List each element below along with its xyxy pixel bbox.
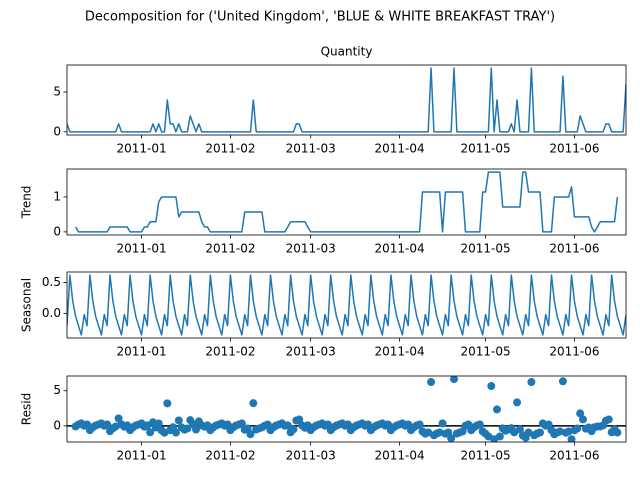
resid-point (475, 420, 484, 429)
resid-point (573, 424, 582, 433)
x-tick-label: 2011-05 (460, 242, 510, 256)
y-tick-label: 0.5 (42, 275, 61, 289)
resid-point (567, 435, 576, 442)
x-tick-label: 2011-06 (549, 242, 599, 256)
x-tick-label: 2011-04 (374, 242, 424, 256)
x-tick-label: 2011-06 (549, 142, 599, 156)
x-tick-label: 2011-05 (460, 142, 510, 156)
y-tick-label: 5 (53, 383, 61, 397)
series-line (67, 274, 626, 336)
resid-point (447, 434, 456, 442)
figure-title: Decomposition for ('United Kingdom', 'BL… (85, 10, 555, 25)
resid-point (246, 430, 255, 439)
resid-point (487, 382, 496, 391)
x-tick-label: 2011-01 (116, 345, 166, 359)
x-tick-label: 2011-02 (205, 345, 255, 359)
resid-point (192, 425, 200, 434)
x-tick-label: 2011-04 (374, 345, 424, 359)
resid-point (289, 425, 298, 434)
x-tick-label: 2011-01 (116, 449, 166, 463)
x-tick-label: 2011-03 (286, 242, 336, 256)
resid-point (171, 428, 180, 437)
resid-point (576, 409, 585, 418)
resid-point (249, 399, 258, 408)
axes-frame (66, 271, 627, 339)
x-tick-label: 2011-04 (374, 142, 424, 156)
resid-point (515, 425, 524, 434)
x-tick-label: 2011-04 (374, 449, 424, 463)
y-tick-label: 5 (53, 85, 61, 99)
resid-point (513, 398, 522, 407)
x-tick-label: 2011-03 (286, 449, 336, 463)
plot-area (74, 171, 619, 233)
y-axis-label: Resid (20, 393, 34, 425)
resid-point (495, 432, 504, 441)
resid-point (154, 419, 163, 428)
y-tick-label: 0 (53, 418, 61, 432)
x-tick-label: 2011-05 (460, 345, 510, 359)
resid-point (103, 420, 112, 429)
x-tick-label: 2011-02 (205, 242, 255, 256)
y-tick-label: 0 (53, 224, 61, 238)
x-tick-label: 2011-01 (116, 142, 166, 156)
y-tick-label: 1 (53, 189, 61, 203)
plot-area (67, 376, 626, 442)
resid-point (146, 428, 155, 437)
resid-point (283, 421, 292, 430)
resid-point (558, 377, 567, 386)
plot-area (67, 274, 626, 336)
series-line (74, 171, 619, 233)
y-axis-label: Seasonal (20, 278, 34, 332)
y-tick-label: 0.0 (42, 306, 61, 320)
resid-point (183, 424, 192, 433)
resid-point (237, 419, 246, 428)
resid-point (114, 414, 123, 423)
resid-point (163, 399, 172, 408)
series-line (67, 67, 626, 133)
x-tick-label: 2011-02 (205, 449, 255, 463)
resid-point (536, 428, 544, 437)
resid-point (174, 416, 183, 425)
resid-point (493, 405, 501, 414)
resid-point (527, 378, 536, 387)
resid-point (438, 419, 447, 428)
resid-point (427, 378, 436, 387)
resid-point (604, 415, 613, 424)
resid-point (450, 376, 458, 384)
plot-area (67, 67, 626, 133)
axes-frame (66, 375, 627, 443)
x-tick-label: 2011-03 (286, 142, 336, 156)
y-tick-label: 0 (53, 124, 61, 138)
panel-title: Quantity (321, 45, 373, 59)
resid-point (415, 420, 424, 429)
resid-point (613, 428, 622, 437)
resid-point (295, 415, 304, 424)
axes-frame (66, 168, 627, 236)
x-tick-label: 2011-02 (205, 142, 255, 156)
x-tick-label: 2011-03 (286, 345, 336, 359)
x-tick-label: 2011-01 (116, 242, 166, 256)
x-tick-label: 2011-06 (549, 345, 599, 359)
x-tick-label: 2011-05 (460, 449, 510, 463)
axes-frame (66, 64, 627, 136)
resid-point (579, 415, 587, 424)
y-axis-label: Trend (20, 186, 34, 220)
x-tick-label: 2011-06 (549, 449, 599, 463)
